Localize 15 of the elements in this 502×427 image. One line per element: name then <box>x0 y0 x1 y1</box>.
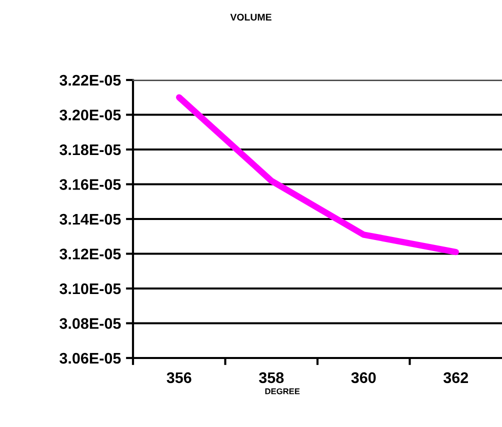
y-tick-label: 3.08E-05 <box>60 318 121 329</box>
y-tick-label: 3.12E-05 <box>60 248 121 260</box>
x-tick-label: 358 <box>258 372 284 384</box>
chart-title: VOLUME <box>230 14 272 21</box>
y-tick-label: 3.06E-05 <box>60 352 121 364</box>
y-tick-label: 3.10E-05 <box>60 283 121 294</box>
y-tick-label: 3.16E-05 <box>60 179 121 190</box>
x-tick-label: 362 <box>443 372 468 384</box>
x-tick-label: 356 <box>166 372 192 384</box>
y-tick-label: 3.14E-05 <box>60 214 121 225</box>
y-tick-label: 3.18E-05 <box>60 144 121 156</box>
x-axis-title: DEGREE <box>265 388 300 394</box>
y-tick-label: 3.20E-05 <box>60 110 121 120</box>
y-tick-label: 3.22E-05 <box>60 74 121 86</box>
x-tick-label: 360 <box>351 372 376 384</box>
